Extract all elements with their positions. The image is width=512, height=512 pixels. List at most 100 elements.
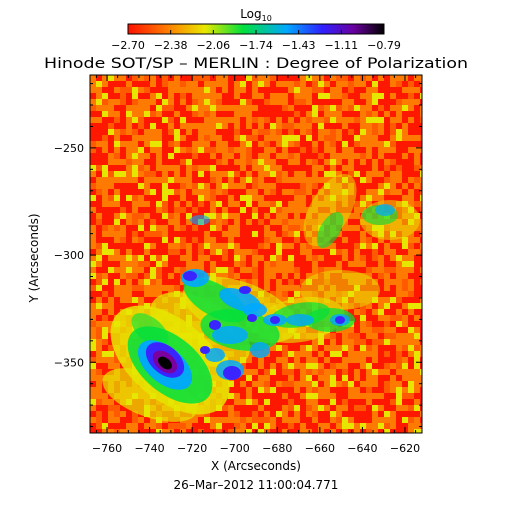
map-pixel (378, 147, 384, 153)
map-pixel (330, 333, 336, 339)
map-pixel (390, 153, 396, 159)
map-pixel (372, 339, 378, 345)
map-pixel (222, 261, 228, 267)
map-pixel (150, 183, 156, 189)
map-pixel (90, 177, 96, 183)
map-pixel (414, 267, 420, 273)
map-pixel (366, 255, 372, 261)
map-pixel (384, 135, 390, 141)
map-pixel (288, 219, 294, 225)
map-pixel (408, 243, 414, 249)
map-pixel (180, 147, 186, 153)
map-pixel (348, 405, 354, 411)
map-pixel (402, 345, 408, 351)
map-pixel (384, 345, 390, 351)
map-pixel (384, 75, 390, 81)
map-pixel (342, 243, 348, 249)
map-pixel (372, 105, 378, 111)
map-pixel (384, 351, 390, 357)
map-pixel (180, 165, 186, 171)
map-pixel (222, 405, 228, 411)
map-pixel (312, 345, 318, 351)
map-pixel (384, 423, 390, 429)
map-pixel (276, 285, 282, 291)
map-pixel (330, 75, 336, 81)
map-pixel (156, 213, 162, 219)
map-pixel (342, 339, 348, 345)
map-pixel (366, 363, 372, 369)
map-pixel (330, 171, 336, 177)
map-pixel (318, 99, 324, 105)
map-pixel (90, 255, 96, 261)
map-pixel (126, 267, 132, 273)
map-pixel (246, 219, 252, 225)
map-pixel (138, 105, 144, 111)
map-pixel (270, 375, 276, 381)
map-pixel (282, 255, 288, 261)
map-pixel (414, 243, 420, 249)
map-pixel (240, 141, 246, 147)
map-pixel (96, 393, 102, 399)
map-pixel (378, 141, 384, 147)
map-pixel (372, 153, 378, 159)
map-pixel (318, 129, 324, 135)
map-pixel (354, 195, 360, 201)
map-pixel (366, 153, 372, 159)
map-pixel (318, 423, 324, 429)
map-pixel (312, 129, 318, 135)
map-pixel (390, 147, 396, 153)
map-pixel (126, 123, 132, 129)
map-pixel (114, 225, 120, 231)
map-pixel (258, 285, 264, 291)
map-pixel (126, 243, 132, 249)
map-pixel (162, 195, 168, 201)
map-pixel (282, 369, 288, 375)
map-pixel (354, 381, 360, 387)
map-pixel (366, 111, 372, 117)
map-pixel (198, 183, 204, 189)
map-pixel (354, 165, 360, 171)
map-pixel (390, 267, 396, 273)
polarization-map (90, 75, 422, 433)
map-pixel (294, 123, 300, 129)
map-pixel (228, 93, 234, 99)
map-pixel (282, 165, 288, 171)
map-pixel (402, 273, 408, 279)
map-pixel (144, 297, 150, 303)
map-pixel (114, 87, 120, 93)
map-pixel (240, 411, 246, 417)
map-pixel (180, 177, 186, 183)
map-pixel (408, 297, 414, 303)
map-pixel (126, 147, 132, 153)
map-pixel (408, 417, 414, 423)
map-pixel (162, 111, 168, 117)
map-pixel (108, 189, 114, 195)
map-pixel (336, 117, 342, 123)
map-pixel (246, 99, 252, 105)
map-pixel (120, 141, 126, 147)
map-pixel (270, 207, 276, 213)
map-pixel (102, 201, 108, 207)
map-pixel (102, 111, 108, 117)
map-pixel (246, 363, 252, 369)
map-pixel (246, 237, 252, 243)
map-pixel (222, 153, 228, 159)
map-pixel (228, 105, 234, 111)
map-pixel (198, 87, 204, 93)
map-pixel (354, 255, 360, 261)
map-pixel (282, 177, 288, 183)
map-pixel (132, 243, 138, 249)
map-pixel (132, 75, 138, 81)
map-pixel (408, 123, 414, 129)
map-pixel (96, 87, 102, 93)
map-pixel (288, 141, 294, 147)
map-pixel (150, 99, 156, 105)
map-pixel (270, 381, 276, 387)
map-pixel (390, 393, 396, 399)
map-pixel (384, 171, 390, 177)
map-pixel (156, 207, 162, 213)
map-pixel (276, 171, 282, 177)
map-pixel (90, 225, 96, 231)
map-pixel (414, 381, 420, 387)
x-tick-label: −620 (390, 442, 420, 455)
